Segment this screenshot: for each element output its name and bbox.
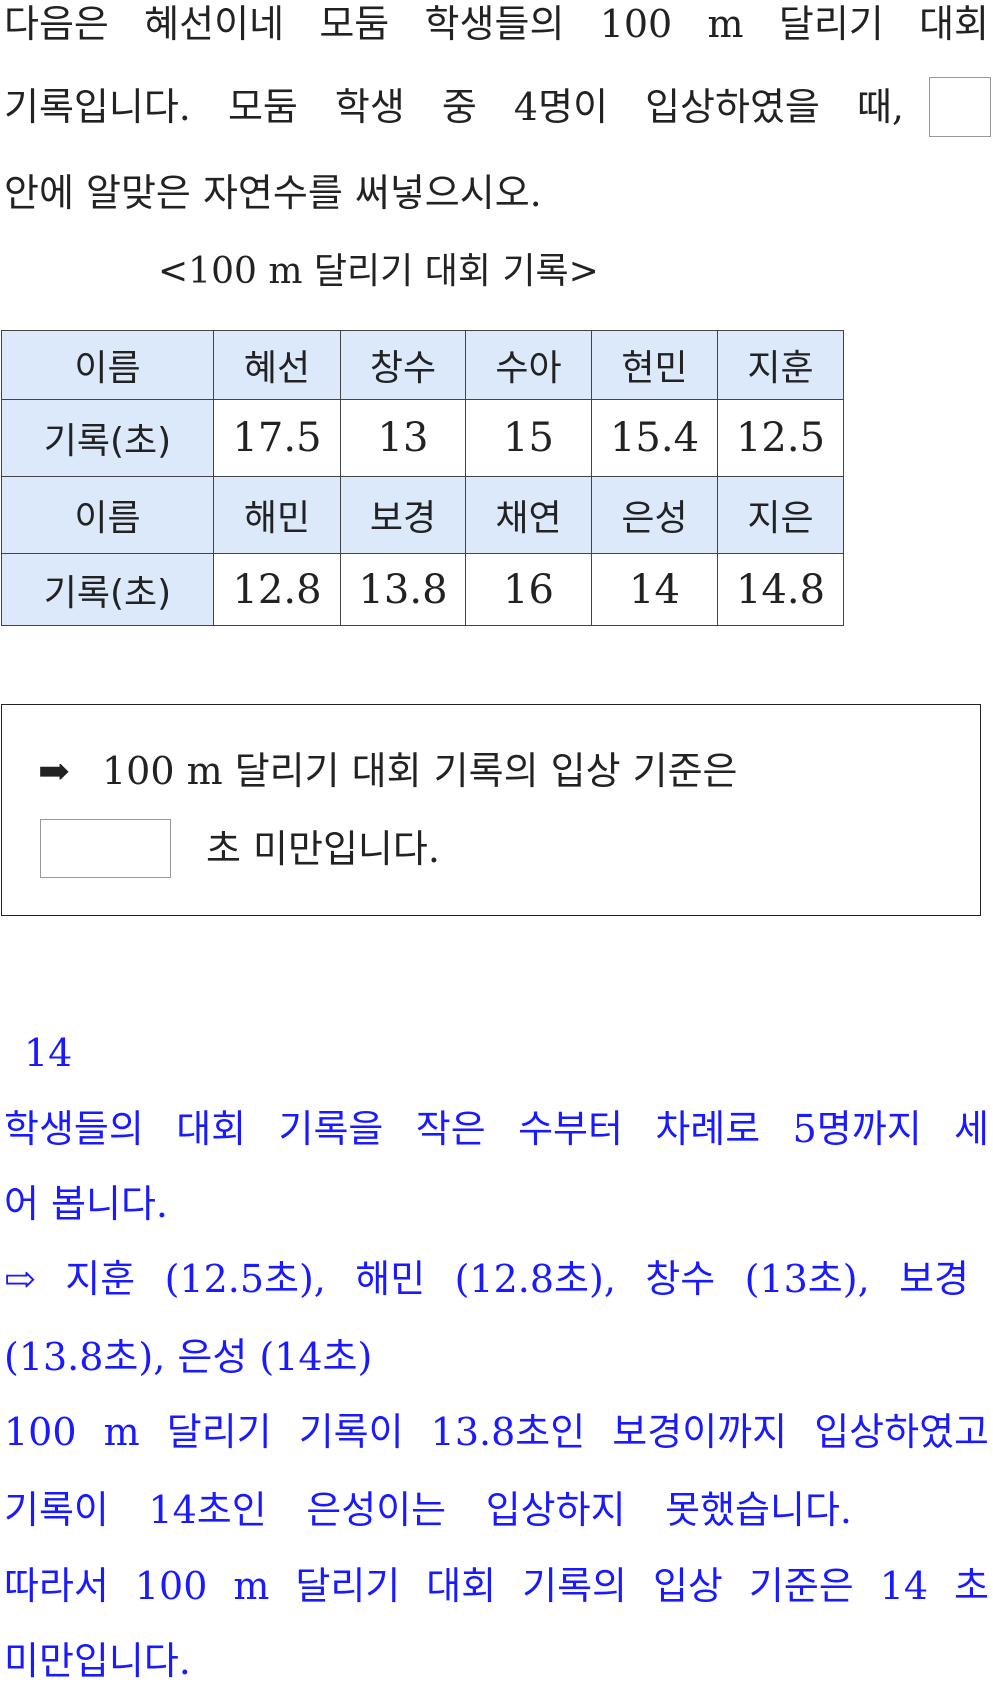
answer-line: 초 미만입니다.	[206, 827, 440, 871]
solution-line: 학생들의 대회 기록을 작은 수부터 차례로 5명까지 세	[4, 1107, 989, 1151]
record-cell: 15	[465, 399, 592, 477]
record-cell: 16	[465, 553, 592, 626]
name-cell: 해민	[213, 476, 341, 554]
record-cell: 15.4	[591, 399, 718, 477]
name-cell: 보경	[340, 476, 466, 554]
name-cell: 수아	[465, 330, 592, 400]
solution-line: (13.8초), 은성 (14초)	[4, 1335, 373, 1379]
record-cell: 14.8	[717, 553, 844, 626]
header-cell: 기록(초)	[1, 553, 214, 626]
answer-input[interactable]	[40, 819, 171, 878]
header-cell: 기록(초)	[1, 399, 214, 477]
name-cell: 지은	[717, 476, 844, 554]
solution-line: 기록이 14초인 은성이는 입상하지 못했습니다.	[4, 1488, 852, 1532]
record-cell: 12.5	[717, 399, 844, 477]
answer-line: 100 m 달리기 대회 기록의 입상 기준은	[102, 749, 738, 793]
solution-answer: 14	[24, 1031, 73, 1075]
question-line: 기록입니다. 모둠 학생 중 4명이 입상하였을 때,	[4, 85, 904, 129]
header-cell: 이름	[1, 476, 214, 554]
name-cell: 혜선	[213, 330, 341, 400]
record-cell: 14	[591, 553, 718, 626]
record-cell: 12.8	[213, 553, 341, 626]
arrow-icon: ➡	[38, 749, 70, 793]
name-cell: 창수	[340, 330, 466, 400]
record-table: 이름 혜선 창수 수아 현민 지훈 기록(초) 17.5 13 15 15.4 12.5 이름 해민 보…	[1, 330, 844, 626]
table-caption: <100 m 달리기 대회 기록>	[158, 251, 599, 292]
question-line: 다음은 혜선이네 모둠 학생들의 100 m 달리기 대회	[4, 2, 989, 46]
name-cell: 현민	[591, 330, 718, 400]
solution-line: 따라서 100 m 달리기 대회 기록의 입상 기준은 14 초	[4, 1564, 989, 1608]
record-cell: 13	[340, 399, 466, 477]
solution-line: 미만입니다.	[4, 1639, 191, 1683]
name-cell: 은성	[591, 476, 718, 554]
answer-box: ➡ 100 m 달리기 대회 기록의 입상 기준은 초 미만입니다.	[1, 704, 981, 916]
name-cell: 채연	[465, 476, 592, 554]
solution-line: 어 봅니다.	[4, 1182, 168, 1226]
name-cell: 지훈	[717, 330, 844, 400]
question-line: 안에 알맞은 자연수를 써넣으시오.	[4, 171, 542, 215]
solution-line: ⇨ 지훈 (12.5초), 해민 (12.8초), 창수 (13초), 보경	[4, 1257, 969, 1301]
record-cell: 13.8	[340, 553, 466, 626]
solution-line: 100 m 달리기 기록이 13.8초인 보경이까지 입상하였고	[4, 1410, 989, 1454]
record-cell: 17.5	[213, 399, 341, 477]
header-cell: 이름	[1, 330, 214, 400]
blank-box	[929, 77, 991, 137]
